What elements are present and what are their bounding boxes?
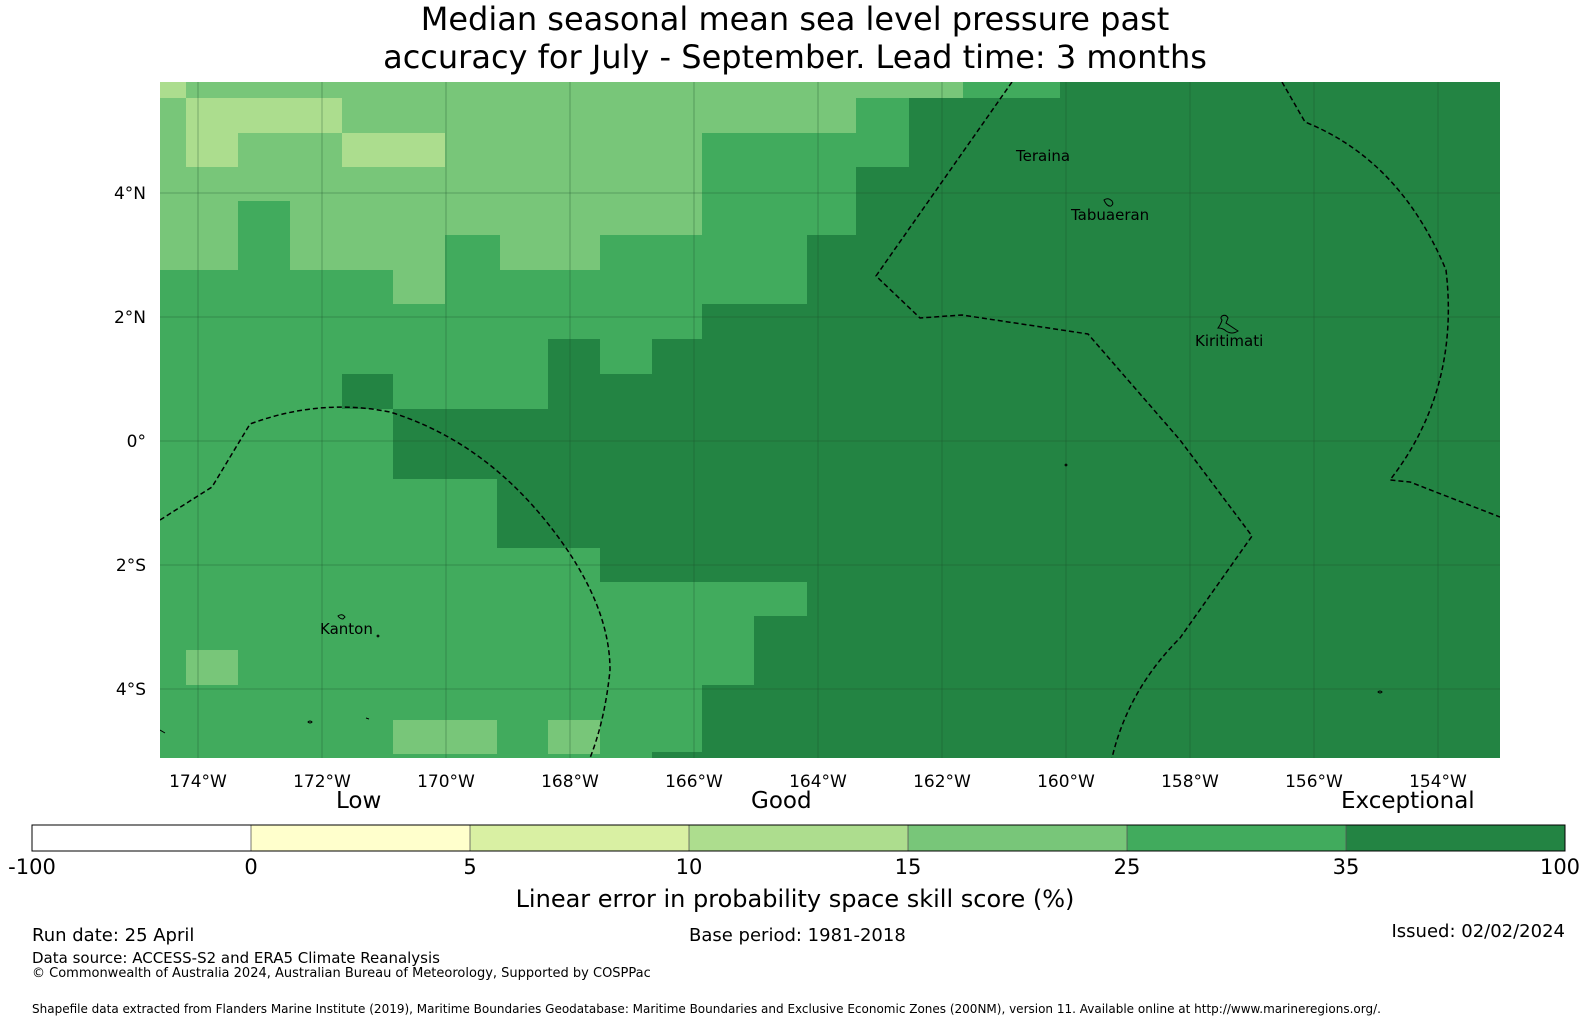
shapefile-credit: Shapefile data extracted from Flanders M… bbox=[32, 1002, 1381, 1016]
islet-d bbox=[365, 717, 370, 720]
colorbar-segment bbox=[1127, 825, 1346, 851]
map-title: Median seasonal mean sea level pressure … bbox=[0, 0, 1590, 76]
raster-zone-10-15-a bbox=[186, 98, 342, 167]
lon-tick: 174°W bbox=[169, 772, 227, 792]
lon-tick: 170°W bbox=[417, 772, 475, 792]
colorbar-tick-label: 10 bbox=[675, 855, 703, 879]
lon-tick: 168°W bbox=[541, 772, 599, 792]
islet-f bbox=[160, 729, 166, 734]
colorbar-tick-label: 0 bbox=[244, 855, 258, 879]
title-line-2: accuracy for July - September. Lead time… bbox=[383, 38, 1207, 76]
islet-c bbox=[307, 720, 313, 724]
raster-patch-25-35-a bbox=[238, 201, 290, 270]
run-date: Run date: 25 April bbox=[32, 925, 195, 946]
lon-tick: 172°W bbox=[293, 772, 351, 792]
island-outlines bbox=[160, 198, 1383, 734]
lon-tick: 154°W bbox=[1409, 772, 1467, 792]
label-kanton: Kanton bbox=[320, 620, 373, 638]
lat-tick: 0° bbox=[127, 432, 146, 452]
tabuaeran-outline bbox=[1103, 198, 1114, 207]
data-source: Data source: ACCESS-S2 and ERA5 Climate … bbox=[32, 949, 440, 967]
colorbar-segment bbox=[1346, 825, 1565, 851]
eez-boundaries bbox=[160, 82, 1500, 758]
colorbar-tick-label: 5 bbox=[463, 855, 477, 879]
islet-e bbox=[1377, 690, 1383, 694]
colorbar-word-good: Good bbox=[751, 788, 812, 814]
lon-tick: 166°W bbox=[665, 772, 723, 792]
colorbar-tick-label: -100 bbox=[8, 855, 56, 879]
raster-zone-10-15-b bbox=[342, 133, 445, 167]
label-tabuaeran: Tabuaeran bbox=[1070, 206, 1149, 224]
lon-tick: 162°W bbox=[913, 772, 971, 792]
colorbar-tick-label: 35 bbox=[1332, 855, 1360, 879]
colorbar-tick-label: 15 bbox=[894, 855, 922, 879]
colorbar bbox=[31, 824, 1566, 852]
title-line-1: Median seasonal mean sea level pressure … bbox=[420, 0, 1170, 38]
lat-tick: 4°S bbox=[116, 680, 146, 700]
colorbar-segment bbox=[32, 825, 251, 851]
raster-zone-35-100 bbox=[393, 82, 1500, 758]
copyright: © Commonwealth of Australia 2024, Austra… bbox=[32, 966, 651, 981]
colorbar-segment bbox=[470, 825, 689, 851]
lon-tick: 160°W bbox=[1037, 772, 1095, 792]
lat-tick: 2°S bbox=[116, 556, 146, 576]
eez-boundary-phoenix bbox=[160, 406, 611, 758]
lat-tick-labels: 4°N 2°N 0° 2°S 4°S bbox=[114, 184, 146, 700]
colorbar-tick-label: 100 bbox=[1539, 855, 1581, 879]
raster-patch-15-25-b bbox=[393, 720, 497, 754]
colorbar-segment bbox=[251, 825, 470, 851]
lat-tick: 2°N bbox=[114, 308, 146, 328]
lon-tick-labels: 174°W 172°W 170°W 168°W 166°W 164°W 162°… bbox=[169, 772, 1467, 792]
colorbar-tick-label: 25 bbox=[1113, 855, 1141, 879]
gridlines bbox=[160, 82, 1500, 758]
lat-tick: 4°N bbox=[114, 184, 146, 204]
lon-tick: 164°W bbox=[789, 772, 847, 792]
raster-zone-10-15-c bbox=[160, 82, 186, 98]
label-teraina: Teraina bbox=[1015, 147, 1070, 165]
place-labels: Teraina Tabuaeran Kiritimati Kanton bbox=[320, 147, 1263, 638]
lon-tick: 158°W bbox=[1161, 772, 1219, 792]
islet-b bbox=[1064, 463, 1068, 467]
kanton-outline bbox=[337, 614, 346, 620]
eez-boundary-line-islands-east bbox=[1281, 82, 1500, 518]
colorbar-segment bbox=[908, 825, 1127, 851]
eez-boundary-line-islands-west bbox=[875, 82, 1253, 758]
kiritimati-outline bbox=[1217, 314, 1239, 334]
raster-patch-25-35-c bbox=[702, 82, 1060, 235]
raster-patch-25-35-b bbox=[445, 235, 500, 270]
colorbar-word-low: Low bbox=[336, 788, 382, 814]
raster-patch-35-100-b bbox=[342, 374, 393, 409]
raster-patch-15-25-c bbox=[548, 720, 600, 754]
raster-patch-15-25-a bbox=[186, 650, 238, 685]
base-period: Base period: 1981-2018 bbox=[689, 925, 906, 946]
islet-a bbox=[376, 634, 380, 638]
colorbar-segment bbox=[689, 825, 908, 851]
label-kiritimati: Kiritimati bbox=[1195, 332, 1263, 350]
raster-patch-25-35-d bbox=[856, 98, 909, 167]
skill-raster bbox=[160, 82, 1500, 758]
issued-date: Issued: 02/02/2024 bbox=[1391, 921, 1565, 942]
colorbar-title: Linear error in probability space skill … bbox=[515, 885, 1075, 913]
colorbar-frame bbox=[31, 824, 1566, 852]
lon-tick: 156°W bbox=[1285, 772, 1343, 792]
colorbar-word-exceptional: Exceptional bbox=[1341, 788, 1475, 814]
